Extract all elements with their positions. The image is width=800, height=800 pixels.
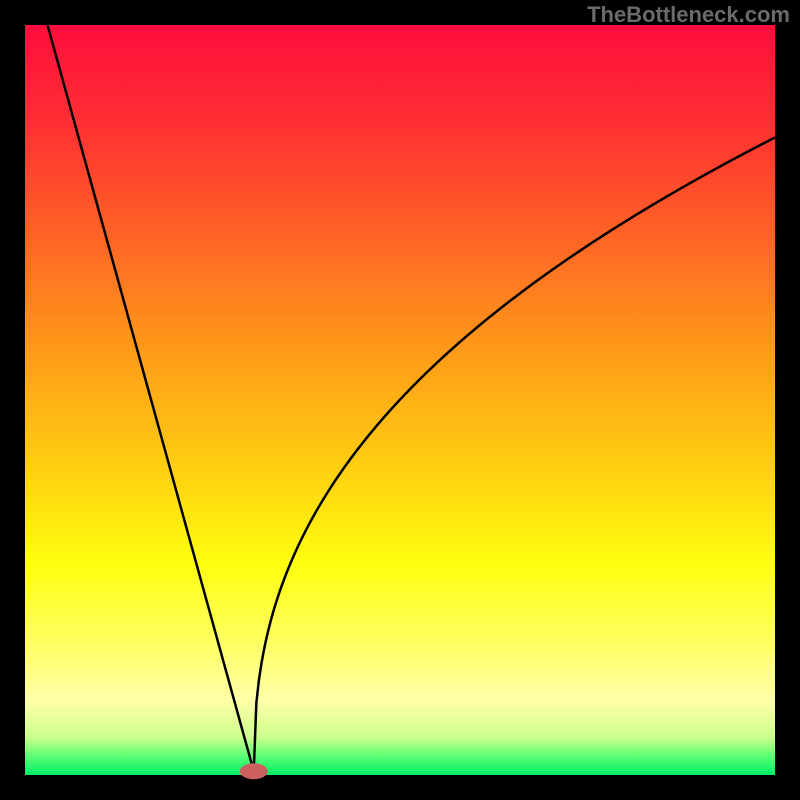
chart-stage: TheBottleneck.com xyxy=(0,0,800,800)
bottleneck-chart xyxy=(0,0,800,800)
optimal-point-marker xyxy=(240,763,268,779)
